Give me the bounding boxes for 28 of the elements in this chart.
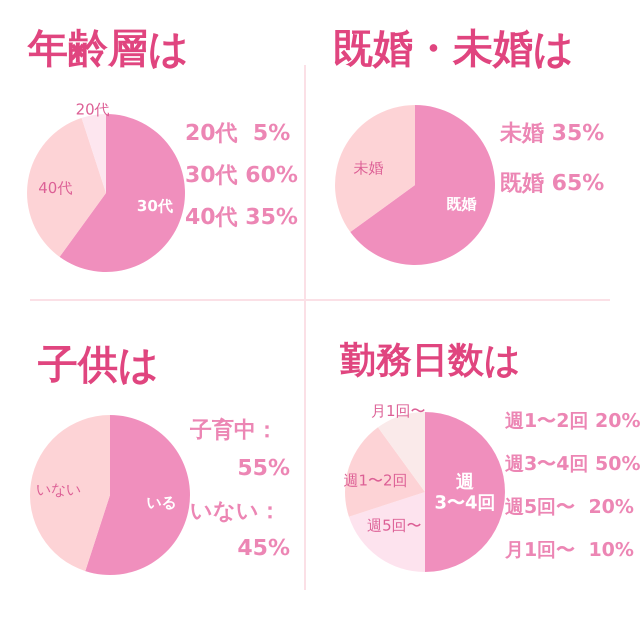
slice-label: 週5回〜 [367,516,422,534]
slice-label: いない [36,480,82,499]
text: いない： [190,499,281,524]
slice-label: 20代 [76,100,110,119]
text: 20代 5% [185,121,290,146]
slice-label: 月1回〜 [371,402,426,420]
slice-label: 未婚 [354,158,384,177]
slice-label: いる [146,493,176,512]
slice-label: 既婚 [446,195,476,214]
text: 子育中： [189,417,278,443]
text: 30代 60% [185,163,298,188]
text: 週3〜4回 50% [504,453,640,475]
chart-title: 既婚・未婚は [333,26,574,72]
chart-title: 勤務日数は [339,340,521,381]
text: 週5回〜 20% [504,496,634,518]
slice-label: 週1〜2回 [344,472,408,490]
slice-label: 30代 [136,197,173,216]
text: 45% [237,536,290,561]
text: 55% [237,456,290,481]
text: 月1回〜 10% [504,539,634,561]
chart-title: 年齢層は [27,26,189,72]
chart-title: 子供は [37,342,159,388]
slice-label: 40代 [38,178,72,197]
text: 既婚 65% [500,171,604,196]
text: 40代 35% [185,205,298,230]
text: 週1〜2回 20% [504,410,640,432]
text: 未婚 35% [499,121,604,146]
slice-label: 週 3〜4回 [434,472,496,514]
